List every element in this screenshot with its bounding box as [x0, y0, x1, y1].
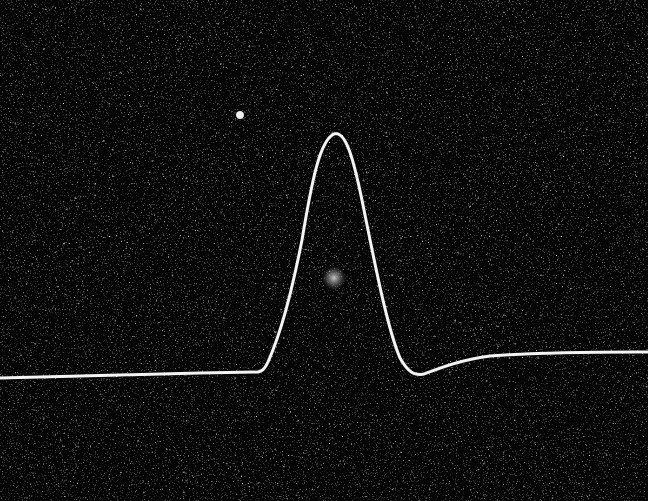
noise-coarse	[0, 0, 648, 501]
oscilloscope-screen	[0, 0, 648, 501]
page: {}	[0, 0, 648, 501]
bright-spot	[322, 266, 346, 290]
dust-spot	[236, 111, 244, 119]
